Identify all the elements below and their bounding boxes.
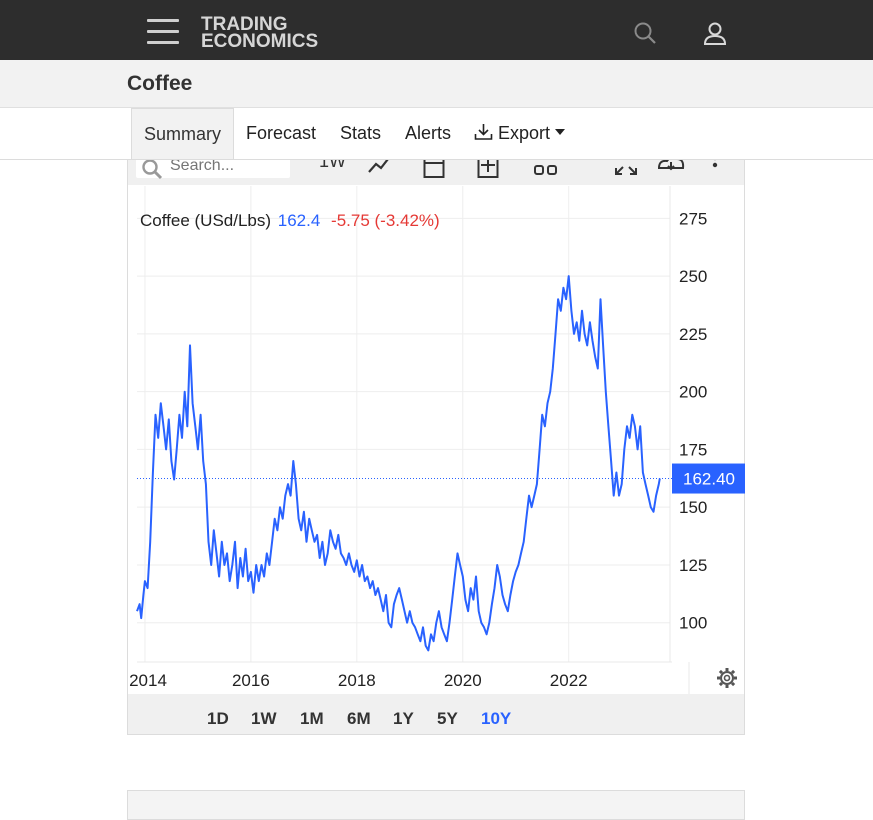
page-title: Coffee [127,72,192,96]
tab-stats[interactable]: Stats [340,108,381,159]
legend-series-name: Coffee (USd/Lbs) [140,211,271,230]
chart-settings-gear-icon[interactable] [716,667,738,689]
symbol-search-input[interactable] [168,160,292,176]
search-icon[interactable] [633,21,657,45]
more-icon[interactable] [711,160,719,176]
tab-export[interactable]: Export [474,108,565,159]
tab-export-label: Export [498,123,550,143]
range-10y-button[interactable]: 10Y [481,709,511,729]
range-6m-button[interactable]: 6M [347,709,371,729]
line-chart-icon[interactable] [368,160,390,176]
chart-toolbar: 1W [128,160,744,185]
tab-alerts[interactable]: Alerts [405,108,451,159]
user-icon[interactable] [702,20,728,46]
caret-down-icon [555,128,565,136]
symbol-search-box [136,160,290,178]
range-1w-button[interactable]: 1W [251,709,277,729]
legend-change: -5.75 (-3.42%) [331,211,440,230]
chart-legend: Coffee (USd/Lbs) 162.4 -5.75 (-3.42%) [140,211,440,231]
tab-forecast[interactable]: Forecast [246,108,316,159]
interval-selector[interactable]: 1W [319,160,346,172]
site-logo[interactable]: TRADING ECONOMICS [201,16,318,50]
download-icon [474,123,493,141]
range-1d-button[interactable]: 1D [207,709,229,729]
range-5y-button[interactable]: 5Y [437,709,458,729]
range-1m-button[interactable]: 1M [300,709,324,729]
next-section-card [127,790,745,820]
chart-card [127,159,745,735]
fullscreen-icon[interactable] [614,160,638,176]
add-panel-icon[interactable] [477,160,499,178]
compare-icon[interactable] [533,160,559,176]
search-icon [141,160,163,180]
calendar-icon[interactable] [423,160,445,178]
legend-value: 162.4 [278,211,321,230]
download-icon[interactable] [656,160,686,176]
logo-line-2: ECONOMICS [201,33,318,50]
tab-summary[interactable]: Summary [131,108,234,159]
hamburger-menu-icon[interactable] [147,19,179,45]
top-navigation-bar [0,0,873,60]
range-1y-button[interactable]: 1Y [393,709,414,729]
